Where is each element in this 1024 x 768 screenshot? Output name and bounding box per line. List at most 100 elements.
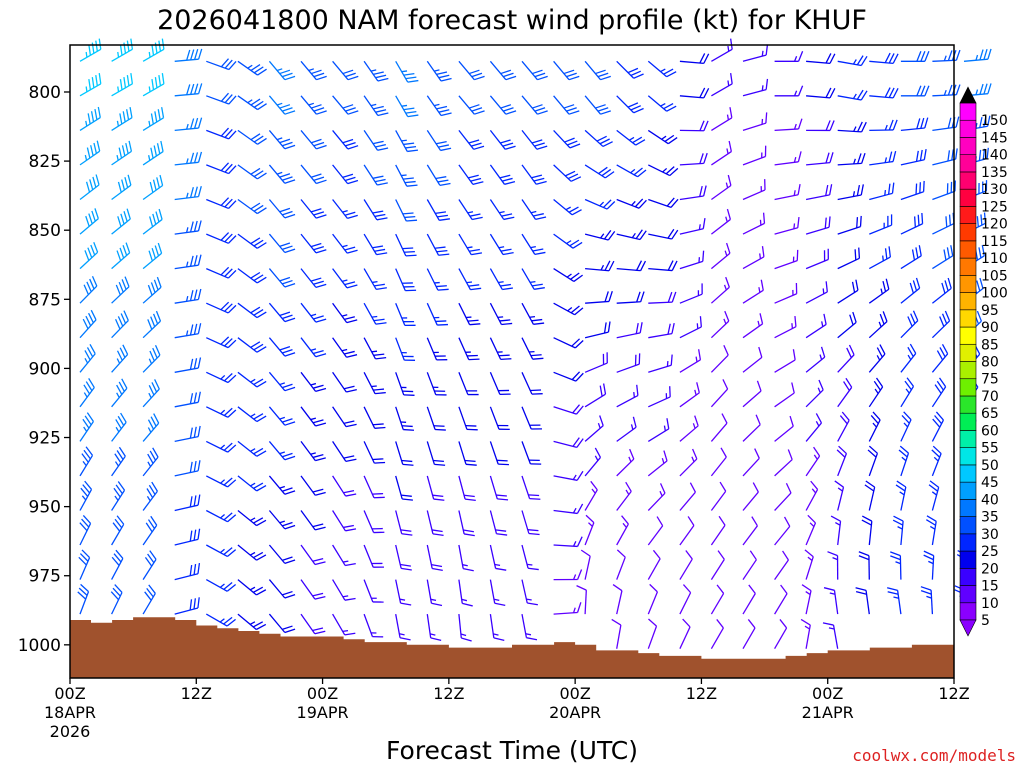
wind-barb	[174, 425, 201, 443]
wind-barb	[458, 268, 482, 291]
wind-barb	[489, 406, 510, 431]
wind-barb	[268, 268, 296, 288]
wind-barb	[553, 569, 583, 581]
wind-barb	[395, 233, 417, 257]
wind-barb	[710, 550, 725, 580]
wind-barb	[268, 475, 296, 495]
wind-barb	[774, 449, 793, 477]
y-tick-label: 1000	[18, 636, 61, 656]
wind-barb	[206, 127, 237, 140]
wind-barb	[774, 516, 791, 546]
wind-barb	[237, 233, 267, 249]
wind-barb	[268, 302, 296, 323]
wind-barb	[584, 383, 607, 408]
wind-barb	[679, 618, 691, 649]
wind-barb	[363, 544, 384, 568]
wind-barb	[489, 199, 515, 221]
colorbar-label: 70	[981, 389, 999, 405]
wind-barb	[206, 336, 237, 349]
wind-barb	[142, 140, 164, 166]
wind-barb	[237, 475, 267, 492]
wind-barb	[174, 391, 201, 408]
wind-barb	[363, 233, 388, 256]
y-tick-label: 825	[29, 152, 61, 172]
wind-barb	[869, 119, 898, 132]
wind-barb	[616, 322, 643, 339]
wind-barb	[900, 343, 917, 373]
wind-barb	[332, 199, 358, 220]
wind-barb	[111, 276, 130, 304]
wind-barb	[426, 475, 445, 501]
wind-barb	[742, 619, 756, 650]
wind-barb	[774, 282, 798, 304]
wind-barb	[237, 579, 267, 596]
wind-barb	[928, 480, 940, 511]
wind-barb	[237, 509, 267, 527]
wind-barb	[584, 129, 613, 148]
wind-barb	[79, 174, 100, 201]
wind-barb	[774, 550, 789, 580]
colorbar-swatch	[959, 240, 977, 259]
wind-barb	[268, 199, 296, 219]
wind-barb	[363, 268, 387, 290]
colorbar-swatch	[959, 361, 977, 380]
colorbar-label: 5	[981, 613, 990, 629]
wind-barb	[395, 337, 416, 361]
wind-barb	[142, 242, 163, 270]
wind-barb	[521, 579, 538, 606]
wind-barb	[931, 277, 952, 304]
wind-barb	[837, 411, 850, 442]
wind-barb	[585, 260, 615, 272]
wind-barb	[553, 337, 584, 349]
wind-barb	[237, 302, 267, 319]
wind-barb	[584, 198, 616, 210]
wind-barb	[142, 276, 162, 304]
colorbar-label: 115	[981, 234, 1008, 250]
wind-barb	[711, 174, 732, 201]
wind-barb	[892, 515, 904, 546]
wind-barb	[300, 544, 326, 566]
x-tick-label: 12Z	[686, 684, 717, 703]
wind-barb	[79, 515, 92, 546]
colorbar-swatch	[959, 533, 977, 552]
wind-barb	[711, 38, 733, 62]
wind-barb	[648, 386, 671, 408]
x-tick-label: 00Z	[307, 684, 338, 703]
wind-barb	[521, 406, 542, 430]
wind-barb	[869, 52, 899, 65]
wind-barb	[363, 60, 389, 82]
wind-barb	[237, 613, 267, 631]
wind-barb	[900, 117, 929, 132]
wind-barb	[679, 283, 703, 304]
colorbar-swatch	[959, 430, 977, 448]
wind-barb	[237, 60, 267, 76]
wind-barb	[647, 418, 670, 442]
wind-barb	[898, 445, 910, 477]
wind-barb	[174, 117, 203, 132]
wind-barb	[679, 382, 700, 408]
wind-barb	[900, 180, 925, 201]
wind-barb	[174, 460, 201, 477]
wind-barb	[395, 302, 416, 327]
x-tick-label: 00Z	[54, 684, 85, 703]
wind-barb	[584, 95, 611, 115]
wind-barb	[79, 38, 102, 62]
wind-barb	[142, 174, 164, 201]
wind-barb	[111, 549, 124, 580]
colorbar-label: 10	[981, 596, 999, 612]
wind-barb	[206, 475, 237, 488]
wind-barb	[206, 301, 237, 314]
wind-barb	[616, 60, 644, 79]
wind-barb	[142, 345, 161, 373]
wind-barb	[920, 586, 934, 615]
wind-barb	[679, 316, 702, 339]
wind-barb	[679, 218, 706, 235]
wind-barb	[553, 268, 583, 282]
wind-barb	[426, 579, 443, 607]
wind-barb	[932, 148, 958, 166]
wind-barb	[111, 174, 132, 201]
wind-barbs-layer	[77, 38, 992, 650]
wind-barb	[142, 447, 159, 477]
wind-barb	[111, 38, 134, 62]
